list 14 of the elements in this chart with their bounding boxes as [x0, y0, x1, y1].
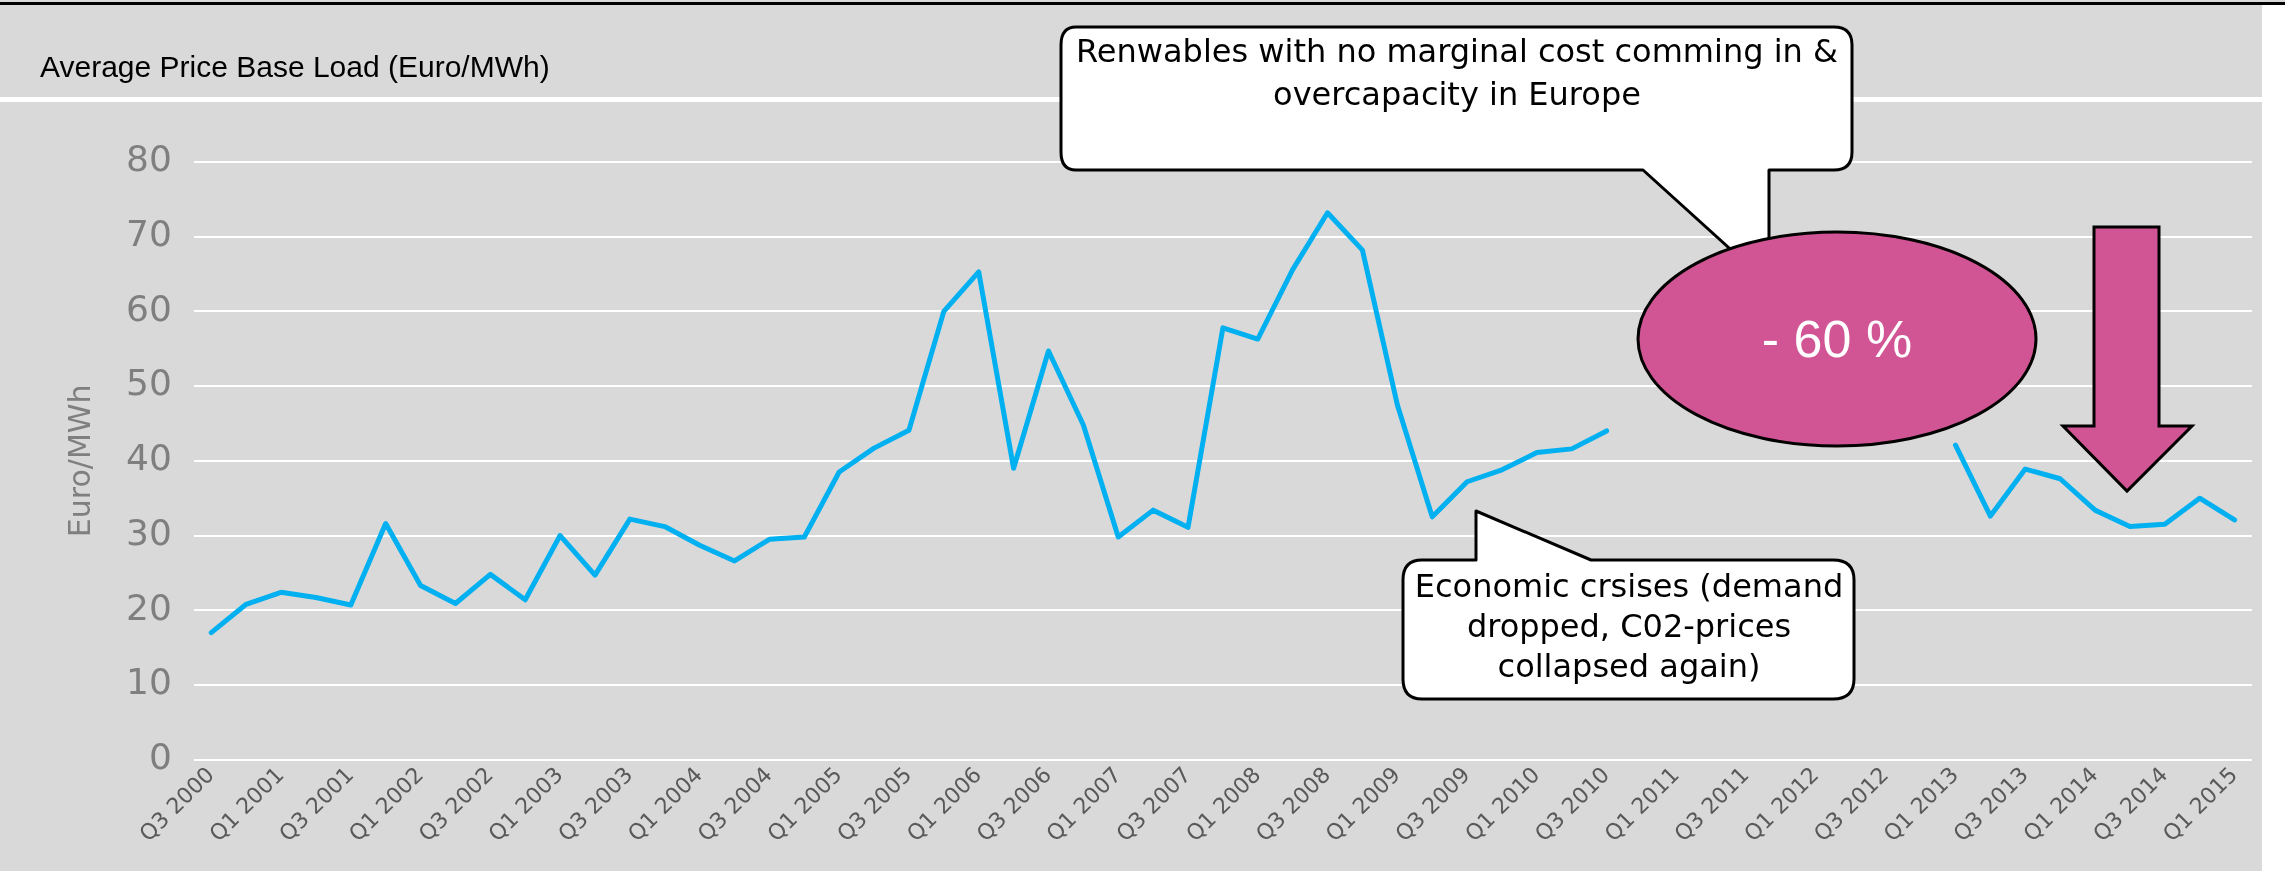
y-tick-label: 50 [126, 362, 172, 404]
text: Renwables with no marginal cost comming in & overcapacity in Europe [1075, 31, 1839, 115]
y-axis-title: Euro/MWh [61, 384, 97, 538]
y-tick-label: 0 [148, 736, 172, 778]
annotation: - 60 % [1760, 309, 1914, 370]
y-tick-label: 40 [126, 437, 172, 479]
y-tick-label: 20 [126, 586, 172, 628]
y-tick-label: 60 [126, 287, 172, 329]
y-tick-label: 10 [126, 661, 172, 703]
y-tick-label: 30 [126, 511, 172, 553]
y-tick-label: 70 [126, 213, 172, 255]
chart-title: Average Price Base Load (Euro/MWh) [40, 50, 550, 84]
annotation: Economic crsises (demand dropped, C02-prices collapsed again) [1413, 566, 1845, 686]
y-tick-label: 80 [126, 138, 172, 180]
